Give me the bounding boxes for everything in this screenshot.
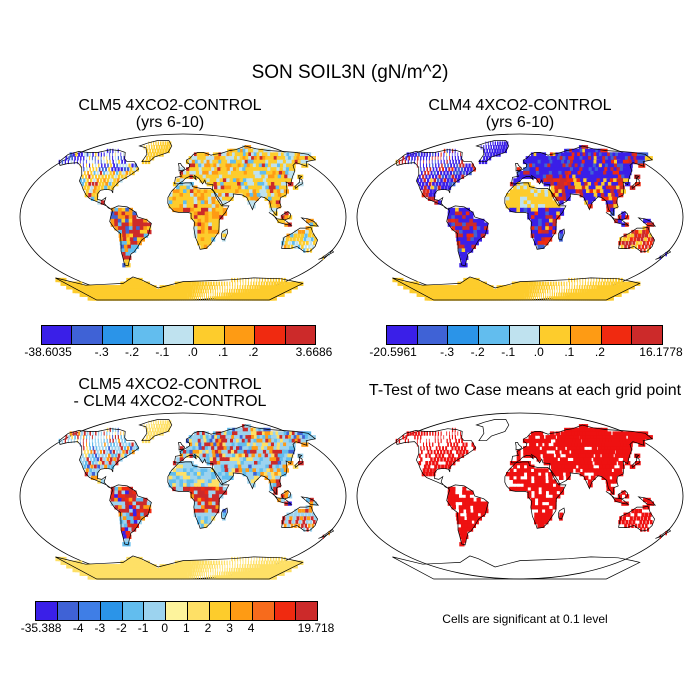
colorbar-swatch xyxy=(36,602,58,620)
colorbar-swatch xyxy=(540,326,572,344)
colorbar-label: -.2 xyxy=(124,345,140,359)
colorbar-label: -2 xyxy=(116,621,127,635)
colorbar-swatch xyxy=(57,602,80,620)
colorbar-label: -38.6035 xyxy=(24,345,72,359)
colorbar-label: -35.388 xyxy=(20,621,62,635)
colorbar-swatch xyxy=(72,326,103,344)
panel-4-title: T-Test of two Case means at each grid po… xyxy=(355,382,695,399)
colorbar-swatch xyxy=(479,326,510,344)
colorbar-clm5 xyxy=(41,325,316,345)
colorbar-label: 4 xyxy=(247,621,255,635)
colorbar-label: -4 xyxy=(72,621,84,635)
colorbar-label: .2 xyxy=(594,345,605,359)
panel-3-title: CLM5 4XCO2-CONTROL - CLM4 4XCO2-CONTROL xyxy=(20,376,320,410)
colorbar-swatch xyxy=(632,326,663,344)
colorbar-label: 19.718 xyxy=(297,621,335,635)
colorbar-swatch xyxy=(163,326,195,344)
coastlines xyxy=(392,419,672,580)
colorbar-label: -20.5961 xyxy=(369,345,417,359)
colorbar-swatch xyxy=(122,602,145,620)
colorbar-swatch xyxy=(571,326,602,344)
colorbar-swatch xyxy=(601,326,633,344)
panel-1-title-line2: (yrs 6-10) xyxy=(135,114,205,131)
colorbar-swatch xyxy=(387,326,418,344)
colorbar-label: 3.6686 xyxy=(295,345,333,359)
colorbar-label: 16.1778 xyxy=(639,345,683,359)
panel-4-title-line1: T-Test of two Case means at each grid po… xyxy=(368,382,682,399)
colorbar-clm4 xyxy=(386,325,663,345)
colorbar-label: -1 xyxy=(137,621,149,635)
coastlines xyxy=(392,140,672,301)
colorbar-label: .0 xyxy=(533,345,544,359)
grid-cells xyxy=(395,424,667,547)
colorbar-swatch xyxy=(79,602,102,620)
colorbar-label: -.3 xyxy=(94,345,109,359)
colorbar-label: -.1 xyxy=(501,345,516,359)
panel-1-title: CLM5 4XCO2-CONTROL (yrs 6-10) xyxy=(20,97,320,131)
colorbar-swatch xyxy=(194,326,225,344)
colorbar-difference xyxy=(35,601,318,621)
significance-note: Cells are significant at 0.1 level xyxy=(442,612,608,626)
colorbar-label: .1 xyxy=(564,345,575,359)
colorbar-swatch xyxy=(166,602,188,620)
coastlines xyxy=(55,140,335,301)
panel-2-title-line2: (yrs 6-10) xyxy=(485,114,555,131)
colorbar-swatch xyxy=(285,326,315,344)
colorbar-swatch xyxy=(224,326,256,344)
colorbar-swatch xyxy=(42,326,73,344)
grid-cells xyxy=(55,420,330,580)
colorbar-swatch xyxy=(231,602,253,620)
panel-3-title-line2: - CLM4 4XCO2-CONTROL xyxy=(73,393,267,410)
colorbar-swatch xyxy=(417,326,449,344)
coastlines xyxy=(55,419,335,580)
panel-1-title-line1: CLM5 4XCO2-CONTROL xyxy=(78,97,262,114)
panel-3-title-line1: CLM5 4XCO2-CONTROL xyxy=(78,376,262,393)
map-panel-ttest xyxy=(356,412,684,580)
map-panel-difference xyxy=(19,412,347,580)
colorbar-label: .0 xyxy=(187,345,198,359)
colorbar-swatch xyxy=(448,326,480,344)
colorbar-swatch xyxy=(255,326,286,344)
colorbar-swatch xyxy=(187,602,210,620)
colorbar-label: 3 xyxy=(226,621,233,635)
grid-cells xyxy=(55,141,330,301)
colorbar-swatch xyxy=(296,602,317,620)
map-panel-clm5 xyxy=(19,133,347,301)
colorbar-label: .1 xyxy=(217,345,229,359)
map-panel-clm4 xyxy=(356,133,684,301)
colorbar-label: .2 xyxy=(248,345,259,359)
colorbar-label: -.2 xyxy=(470,345,485,359)
colorbar-label: -.3 xyxy=(440,345,455,359)
grid-cells xyxy=(392,141,667,301)
colorbar-swatch xyxy=(101,602,123,620)
colorbar-swatch xyxy=(209,602,232,620)
colorbar-swatch xyxy=(252,602,275,620)
colorbar-swatch xyxy=(274,602,297,620)
colorbar-label: -3 xyxy=(94,621,106,635)
colorbar-label: 2 xyxy=(204,621,212,635)
panel-2-title: CLM4 4XCO2-CONTROL (yrs 6-10) xyxy=(360,97,680,131)
figure-title: SON SOIL3N (gN/m^2) xyxy=(251,62,449,83)
colorbar-swatch xyxy=(133,326,164,344)
colorbar-swatch xyxy=(102,326,134,344)
panel-2-title-line1: CLM4 4XCO2-CONTROL xyxy=(428,97,612,114)
colorbar-label: -.1 xyxy=(155,345,170,359)
colorbar-swatch xyxy=(144,602,167,620)
colorbar-swatch xyxy=(509,326,541,344)
colorbar-label: 1 xyxy=(182,621,190,635)
colorbar-label: 0 xyxy=(161,621,169,635)
